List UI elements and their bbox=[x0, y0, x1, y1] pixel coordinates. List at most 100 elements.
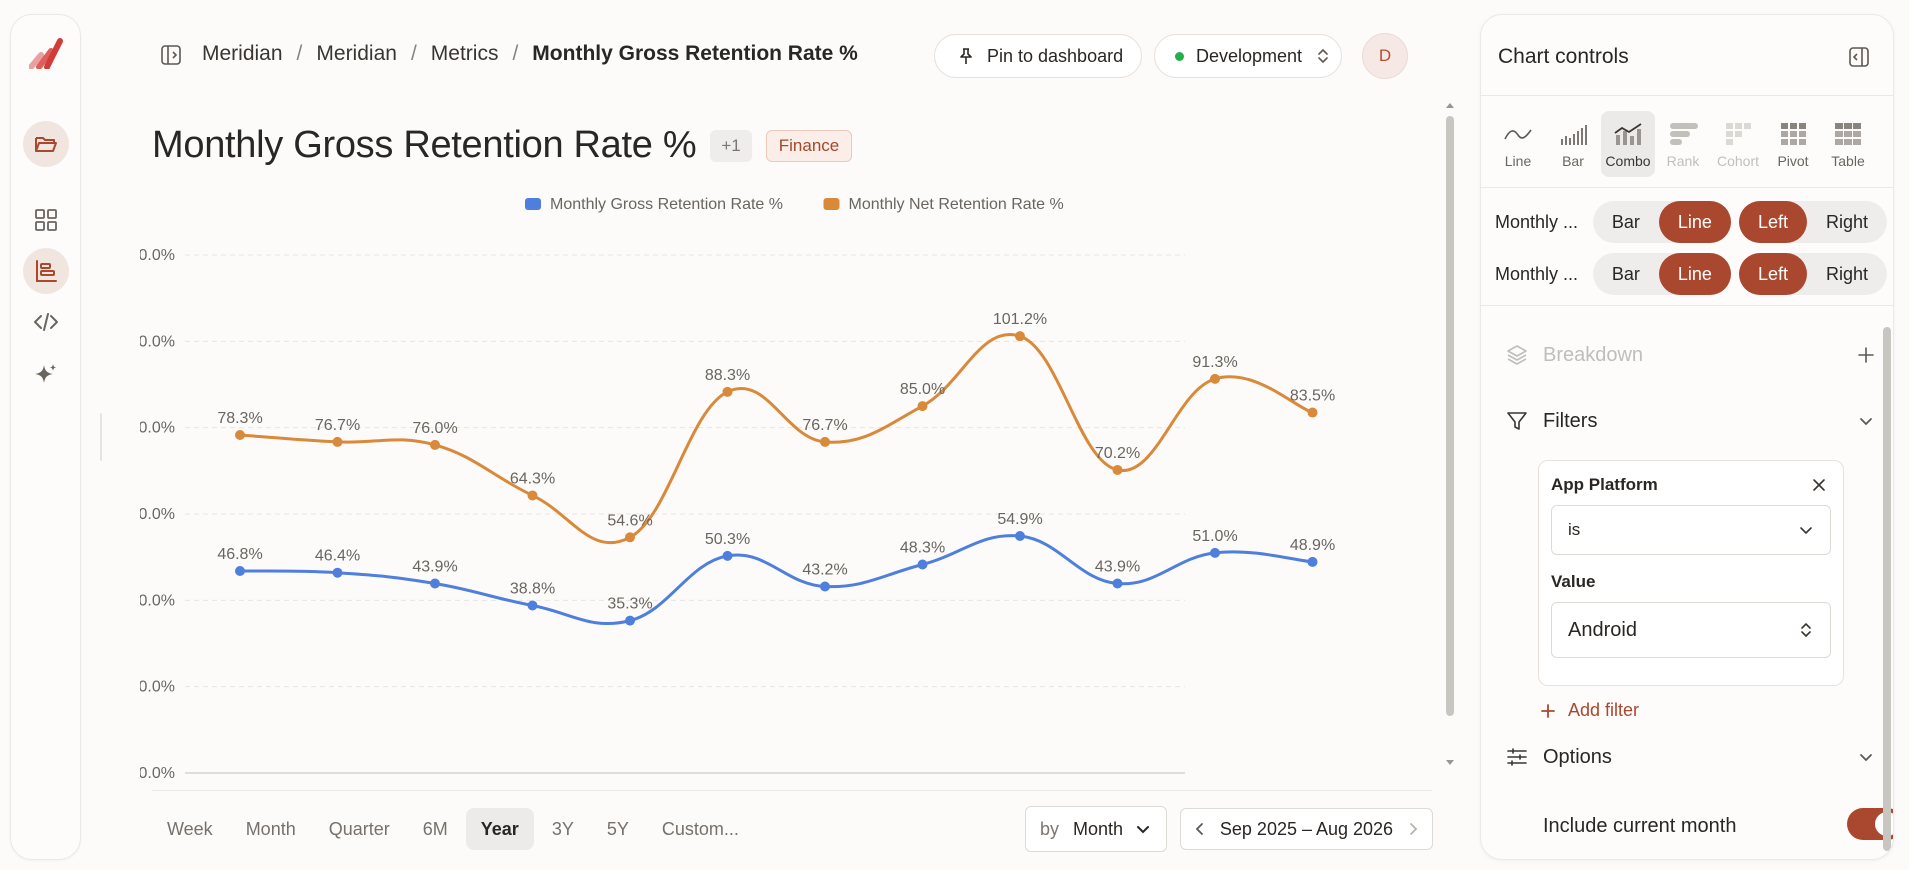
chevron-down-icon[interactable] bbox=[1857, 412, 1875, 430]
data-point[interactable] bbox=[235, 565, 245, 576]
breakdown-section[interactable]: Breakdown bbox=[1505, 335, 1875, 375]
scroll-down-icon[interactable] bbox=[1444, 758, 1456, 768]
series-type-toggle-line[interactable]: Line bbox=[1658, 253, 1731, 295]
bottom-divider bbox=[152, 790, 1432, 791]
chart-type-table[interactable]: Table bbox=[1821, 111, 1875, 177]
chevron-right-icon[interactable] bbox=[1406, 822, 1420, 836]
filter-value-label: Value bbox=[1551, 572, 1596, 591]
filter-value-select[interactable]: Android bbox=[1551, 602, 1831, 658]
data-label: 70.2% bbox=[1095, 445, 1140, 462]
environment-selector[interactable]: Development bbox=[1154, 34, 1342, 78]
data-point[interactable] bbox=[430, 439, 440, 450]
data-point[interactable] bbox=[625, 615, 635, 626]
series-axis-toggle-left[interactable]: Left bbox=[1738, 253, 1807, 295]
data-point[interactable] bbox=[1015, 331, 1025, 342]
granularity-select[interactable]: by Month bbox=[1025, 806, 1167, 852]
legend-label[interactable]: Monthly Gross Retention Rate % bbox=[550, 196, 783, 213]
filters-section[interactable]: Filters bbox=[1505, 401, 1875, 441]
tag-badge[interactable]: Finance bbox=[765, 129, 853, 162]
filter-field-label: App Platform bbox=[1551, 475, 1658, 494]
range-tab-custom[interactable]: Custom... bbox=[661, 818, 739, 839]
series-axis-toggle-right[interactable]: Right bbox=[1825, 211, 1868, 232]
data-point[interactable] bbox=[1112, 578, 1123, 589]
chart-type-pivot[interactable]: Pivot bbox=[1766, 111, 1820, 177]
pin-label: Pin to dashboard bbox=[987, 45, 1124, 66]
series-line bbox=[239, 534, 1313, 626]
header-bar: Meridian / Meridian / Metrics / Monthly … bbox=[152, 28, 1422, 84]
date-range-picker[interactable]: Sep 2025 – Aug 2026 bbox=[1180, 808, 1433, 850]
range-tab-quarter[interactable]: Quarter bbox=[328, 818, 390, 839]
data-point[interactable] bbox=[722, 550, 733, 561]
range-tab-3y[interactable]: 3Y bbox=[551, 818, 574, 839]
layers-icon bbox=[1507, 345, 1527, 365]
plus-icon[interactable] bbox=[1857, 346, 1875, 364]
folder-nav-button[interactable] bbox=[23, 121, 69, 167]
data-point[interactable] bbox=[527, 490, 538, 501]
range-tab-month[interactable]: Month bbox=[245, 818, 296, 839]
data-point[interactable] bbox=[1307, 556, 1318, 567]
dashboards-nav-button[interactable] bbox=[23, 197, 69, 243]
chevron-left-icon[interactable] bbox=[1193, 822, 1207, 836]
rail-resize-handle[interactable] bbox=[100, 413, 102, 461]
metrics-nav-button[interactable] bbox=[23, 248, 69, 294]
data-point[interactable] bbox=[1210, 547, 1220, 558]
data-point[interactable] bbox=[1015, 531, 1025, 542]
chart-type-selector: Line Bar Combo Rank Cohort Pivot Table bbox=[1491, 111, 1876, 177]
legend-label[interactable]: Monthly Net Retention Rate % bbox=[849, 196, 1064, 213]
series-type-toggle-bar[interactable]: Bar bbox=[1611, 263, 1640, 284]
breadcrumb: Meridian / Meridian / Metrics / Monthly … bbox=[202, 42, 858, 66]
series-axis-toggle-left[interactable]: Left bbox=[1738, 201, 1807, 243]
data-point[interactable] bbox=[235, 430, 245, 441]
data-point[interactable] bbox=[1307, 407, 1318, 418]
date-range-label: Sep 2025 – Aug 2026 bbox=[1219, 818, 1394, 839]
data-label: 48.3% bbox=[900, 540, 945, 557]
chart-type-label: Pivot bbox=[1777, 153, 1809, 169]
data-label: 38.8% bbox=[510, 581, 555, 598]
data-point[interactable] bbox=[332, 567, 343, 578]
data-point[interactable] bbox=[332, 436, 343, 447]
series-type-toggle-bar[interactable]: Bar bbox=[1611, 211, 1640, 232]
range-tab-week[interactable]: Week bbox=[167, 818, 213, 839]
data-point[interactable] bbox=[917, 401, 928, 412]
sidebar-toggle-icon[interactable] bbox=[160, 44, 182, 66]
data-point[interactable] bbox=[1112, 464, 1123, 475]
chart-type-label: Table bbox=[1831, 153, 1865, 169]
filter-operator-select[interactable]: is bbox=[1551, 505, 1831, 555]
series-axis-toggle-right[interactable]: Right bbox=[1825, 263, 1868, 284]
breadcrumb-item[interactable]: Meridian bbox=[316, 42, 397, 65]
breadcrumb-item[interactable]: Metrics bbox=[430, 42, 499, 65]
add-filter-button[interactable]: Add filter bbox=[1540, 700, 1639, 721]
chart-type-combo[interactable]: Combo bbox=[1601, 111, 1655, 177]
ai-nav-button[interactable] bbox=[23, 351, 69, 397]
pin-to-dashboard-button[interactable]: Pin to dashboard bbox=[934, 34, 1142, 78]
user-avatar[interactable]: D bbox=[1362, 33, 1408, 79]
series-type-toggle-line[interactable]: Line bbox=[1658, 201, 1731, 243]
data-point[interactable] bbox=[430, 578, 440, 589]
extra-tags-badge[interactable]: +1 bbox=[710, 129, 752, 162]
data-point[interactable] bbox=[625, 532, 635, 543]
data-point[interactable] bbox=[1210, 373, 1220, 384]
chevron-down-icon[interactable] bbox=[1857, 748, 1875, 766]
breadcrumb-item[interactable]: Meridian bbox=[202, 42, 283, 65]
data-point[interactable] bbox=[820, 436, 830, 447]
data-point[interactable] bbox=[917, 559, 928, 570]
scroll-up-icon[interactable] bbox=[1444, 100, 1456, 110]
range-tab-6m[interactable]: 6M bbox=[422, 818, 448, 839]
chevron-up-down-icon bbox=[1801, 622, 1811, 638]
app-logo-icon[interactable] bbox=[29, 37, 63, 69]
chart-type-line[interactable]: Line bbox=[1491, 111, 1545, 177]
options-section[interactable]: Options bbox=[1505, 737, 1875, 777]
data-point[interactable] bbox=[527, 600, 538, 611]
chart-type-bar[interactable]: Bar bbox=[1546, 111, 1600, 177]
close-icon[interactable] bbox=[1811, 477, 1827, 493]
data-point[interactable] bbox=[820, 581, 830, 592]
range-tab-year[interactable]: Year bbox=[465, 808, 534, 850]
range-tab-5y[interactable]: 5Y bbox=[606, 818, 629, 839]
include-current-month-label: Include current month bbox=[1543, 814, 1737, 837]
code-nav-button[interactable] bbox=[23, 299, 69, 345]
panel-collapse-icon[interactable] bbox=[1847, 45, 1871, 69]
data-label: 76.7% bbox=[315, 417, 360, 434]
main-scrollbar[interactable] bbox=[1446, 116, 1454, 716]
data-point[interactable] bbox=[722, 386, 733, 397]
panel-scrollbar[interactable] bbox=[1883, 327, 1891, 851]
